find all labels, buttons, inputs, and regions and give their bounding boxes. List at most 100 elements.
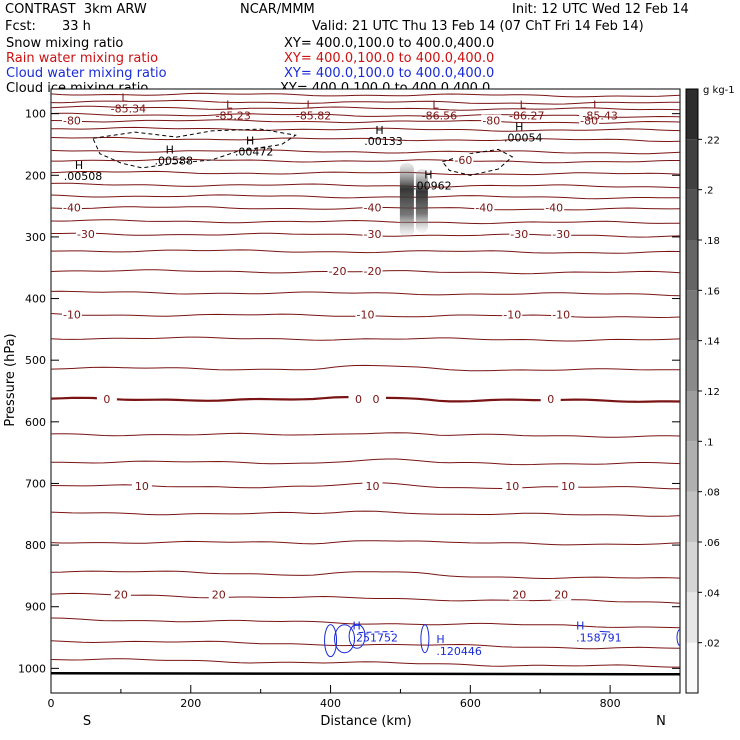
isotherm-line — [51, 149, 680, 155]
axes: 0 200 400 600 800100200300400500600700800900… — [18, 108, 680, 710]
high-marker: H — [166, 144, 174, 157]
colorbar-tick-label: .08 — [704, 488, 720, 499]
label-knockout — [365, 393, 386, 406]
label-knockout — [502, 308, 523, 321]
extremum-value: -86.56 — [422, 110, 457, 123]
y-tick-label: 400 — [25, 293, 46, 306]
low-marker: L — [520, 99, 527, 112]
valid-time: Valid: 21 UTC Thu 13 Feb 14 (07 ChT Fri … — [312, 19, 644, 34]
isotherm-label: 20 — [114, 588, 128, 601]
isotherm-label: -40 — [545, 201, 563, 214]
x-tick-label: 600 — [460, 697, 481, 710]
extremum-value: .00472 — [235, 145, 274, 158]
extremum-value: -85.82 — [296, 110, 331, 123]
y-tick-label: 600 — [25, 416, 46, 429]
cloud-contours — [92, 128, 680, 658]
isotherm-line — [51, 170, 680, 176]
label-knockout — [208, 588, 229, 601]
label-knockout — [509, 588, 530, 601]
extremum-value: .00962 — [413, 179, 452, 192]
cloud-water-contour — [358, 630, 394, 634]
isotherm-label: -30 — [77, 228, 95, 241]
cloud-water-contour — [599, 630, 611, 633]
cloud-water-contour — [348, 623, 366, 649]
label-knockout — [362, 201, 383, 214]
label-knockout — [362, 227, 383, 240]
isotherm-label: 20 — [554, 588, 568, 601]
label-knockout — [61, 114, 82, 127]
extremum-value: .00588 — [155, 155, 194, 168]
colorbar-unit: g kg-1 — [703, 85, 735, 96]
isotherm-label: -20 — [329, 265, 347, 278]
isotherm-label: 0 — [103, 393, 110, 406]
south-label: S — [83, 714, 91, 729]
colorbar-tick-label: .02 — [704, 639, 720, 650]
field-rain-xy: XY= 400.0,100.0 to 400.0,400.0 — [284, 51, 495, 66]
isotherm-label: -10 — [357, 309, 375, 322]
field-cloudwater-xy: XY= 400.0,100.0 to 400.0,400.0 — [284, 66, 495, 81]
isotherm-label: 10 — [365, 480, 379, 493]
cloud-ice-contour — [92, 128, 297, 169]
colorbar-segment — [686, 340, 698, 391]
isotherm-line — [51, 105, 680, 111]
low-marker: L — [307, 99, 314, 112]
isotherm-line — [51, 336, 680, 342]
isotherm-label: -10 — [503, 309, 521, 322]
colorbar-tick-label: .06 — [704, 538, 720, 549]
colorbar-segment — [686, 89, 698, 140]
colorbar-tick-label: .18 — [704, 236, 720, 247]
plot-frame — [50, 88, 681, 694]
extremum-value: -85.23 — [215, 110, 250, 123]
field-rain-name: Rain water mixing ratio — [6, 51, 159, 66]
isotherm-line — [51, 617, 680, 629]
cloud-water-max-value: .120446 — [436, 645, 482, 658]
y-tick-label: 500 — [25, 354, 46, 367]
isotherm-label: -10 — [63, 309, 81, 322]
isotherm-line — [51, 290, 680, 297]
isotherm-line — [51, 182, 680, 189]
label-knockout — [362, 479, 383, 492]
isotherm-label: -60 — [454, 154, 472, 167]
low-marker: L — [121, 91, 128, 104]
isotherm-label: 0 — [547, 393, 554, 406]
isotherm-label: -20 — [364, 265, 382, 278]
colorbar-segment — [686, 391, 698, 442]
field-snow-name: Snow mixing ratio — [6, 36, 124, 51]
isotherm-line — [51, 126, 680, 132]
cloud-water-contour — [676, 629, 680, 647]
colorbar-segment — [686, 542, 698, 593]
isotherm-label: -30 — [552, 228, 570, 241]
forecast-hour: 33 h — [62, 19, 91, 34]
extremum-value: -85.34 — [111, 102, 146, 115]
cloud-water-max-value: .158791 — [576, 632, 622, 645]
high-marker: H — [515, 120, 523, 133]
label-knockout — [579, 114, 600, 127]
isotherm-line — [51, 99, 680, 105]
surface-line — [51, 672, 680, 676]
high-marker: H — [375, 124, 383, 137]
isotherm-label: 10 — [505, 480, 519, 493]
label-knockout — [474, 201, 495, 214]
y-tick-label: 700 — [25, 477, 46, 490]
y-tick-label: 800 — [25, 539, 46, 552]
isotherm-label: -80 — [63, 114, 81, 127]
isotherm-label: -30 — [364, 228, 382, 241]
label-knockout — [558, 479, 579, 492]
high-marker: H — [576, 620, 584, 633]
x-tick-label: 400 — [320, 697, 341, 710]
isotherm-label: -30 — [510, 228, 528, 241]
colorbar-segment — [686, 592, 698, 643]
label-knockout — [551, 227, 572, 240]
isotherm-line — [51, 432, 680, 438]
label-knockout — [110, 588, 131, 601]
extremum-value: .00133 — [364, 135, 403, 148]
label-knockout — [544, 201, 565, 214]
isotherm-line — [51, 658, 680, 668]
label-knockout — [348, 393, 369, 406]
isotherm-line — [51, 592, 680, 604]
isotherm-label: 0 — [355, 393, 362, 406]
isotherm-label: -40 — [364, 201, 382, 214]
isotherm-line — [51, 510, 680, 517]
label-knockout — [61, 201, 82, 214]
